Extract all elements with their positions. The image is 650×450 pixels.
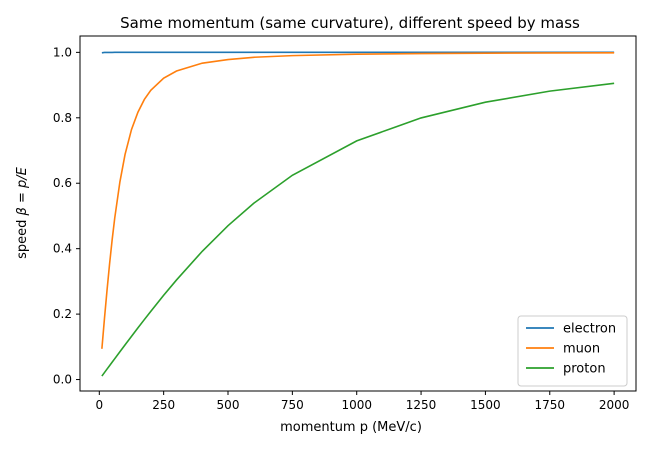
plot-area xyxy=(101,51,615,377)
x-tick-label: 1000 xyxy=(341,398,372,412)
x-tick-label: 250 xyxy=(152,398,175,412)
y-tick-label: 1.0 xyxy=(53,45,72,59)
legend-label-muon: muon xyxy=(563,342,600,357)
series-line-muon xyxy=(101,52,615,349)
y-tick-label: 0.8 xyxy=(53,111,72,125)
y-tick-label: 0.6 xyxy=(53,176,72,190)
legend-label-electron: electron xyxy=(563,322,616,337)
x-tick-label: 2000 xyxy=(599,398,630,412)
y-tick-label: 0.0 xyxy=(53,373,72,387)
legend-label-proton: proton xyxy=(563,362,606,377)
x-tick-label: 1750 xyxy=(534,398,565,412)
series-line-proton xyxy=(101,82,615,377)
x-tick-label: 1250 xyxy=(406,398,437,412)
ticks: 0 250 500 750 1000 1250 1500 1750 2000 0.0 0.2 0.4 0… xyxy=(53,45,629,412)
chart-title: Same momentum (same curvature), differen… xyxy=(120,14,580,32)
x-tick-label: 1500 xyxy=(470,398,501,412)
y-axis-label-prefix: speed xyxy=(15,215,30,258)
x-tick-label: 0 xyxy=(95,398,103,412)
x-tick-label: 750 xyxy=(281,398,304,412)
legend: electron muon proton xyxy=(517,315,628,387)
x-tick-label: 500 xyxy=(217,398,240,412)
axes-frame xyxy=(79,35,637,392)
y-tick-label: 0.2 xyxy=(53,307,72,321)
y-axis-label: speed β = p/E xyxy=(15,166,30,258)
x-axis-label: momentum p (MeV/c) xyxy=(280,420,422,435)
y-axis-label-math: β = p/E xyxy=(15,166,30,216)
y-tick-label: 0.4 xyxy=(53,242,72,256)
